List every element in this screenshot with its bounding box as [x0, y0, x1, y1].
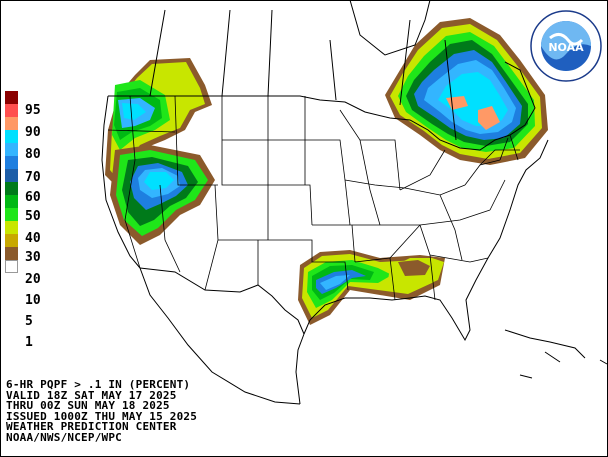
legend-label-80: 80 [25, 147, 41, 162]
legend-swatch [5, 130, 18, 143]
noaa-logo-text: NOAA [548, 41, 584, 54]
legend-swatch [5, 156, 18, 169]
west-coastline [101, 95, 141, 269]
prob-area-pnw-cyan [122, 103, 146, 120]
caption-thru: THRU 00Z SUN MAY 18 2025 [6, 399, 170, 412]
legend-swatch [5, 182, 18, 195]
legend-label-60: 60 [25, 190, 41, 205]
caption-valid: VALID 18Z SAT MAY 17 2025 [6, 388, 177, 402]
legend-swatch [5, 234, 18, 247]
prob-area-se-brown [398, 260, 430, 276]
probability-legend: 95 90 80 70 60 50 40 30 20 10 5 1 [5, 91, 41, 349]
us-canada-border [108, 61, 536, 151]
mexico-outline [139, 267, 305, 405]
legend-label-95: 95 [25, 103, 41, 118]
legend-label-90: 90 [25, 125, 41, 140]
country-borders [101, 0, 608, 405]
state-lines-midwest [305, 109, 420, 263]
legend-label-30: 30 [25, 250, 41, 265]
noaa-logo-icon: NOAA [530, 10, 602, 82]
legend-label-1: 1 [25, 335, 33, 350]
legend-swatch [5, 208, 18, 221]
prob-area-ne-orange-2 [478, 106, 500, 130]
gulf-coastline [303, 139, 549, 342]
state-borders [107, 95, 520, 301]
us-mexico-border [139, 267, 305, 335]
legend-swatch [5, 91, 18, 104]
legend-swatch [5, 195, 18, 208]
legend-swatch [5, 247, 18, 260]
legend-swatch [5, 104, 18, 117]
legend-swatch [5, 143, 18, 156]
caption-product: 6-HR PQPF > .1 IN (PERCENT) [6, 378, 191, 391]
legend-swatch [5, 260, 18, 273]
legend-label-20: 20 [25, 272, 41, 287]
legend-label-70: 70 [25, 170, 41, 185]
state-lines-northeast [479, 134, 520, 166]
caption-issued: ISSUED 1000Z THU MAY 15 2025 [6, 409, 198, 423]
legend-label-40: 40 [25, 231, 41, 246]
legend-swatch [5, 221, 18, 234]
legend-label-50: 50 [25, 209, 41, 224]
prob-area-rockies-cyan [144, 172, 174, 190]
map-caption: 6-HR PQPF > .1 IN (PERCENT) VALID 18Z SA… [6, 378, 198, 444]
legend-swatch [5, 169, 18, 182]
hudson-bay-coast [349, 0, 431, 56]
legend-label-10: 10 [25, 293, 41, 308]
caption-agency: NOAA/NWS/NCEP/WPC [6, 430, 122, 444]
canada-province-lines [149, 9, 457, 141]
state-lines-plains [218, 96, 349, 291]
caribbean-islands [504, 329, 608, 379]
prob-area-plains-ltblue [320, 275, 350, 290]
legend-swatch [5, 117, 18, 130]
state-lines-west [107, 95, 219, 291]
legend-label-5: 5 [25, 314, 33, 329]
probability-shading [105, 18, 548, 325]
caption-center: WEATHER PREDICTION CENTER [6, 420, 177, 433]
